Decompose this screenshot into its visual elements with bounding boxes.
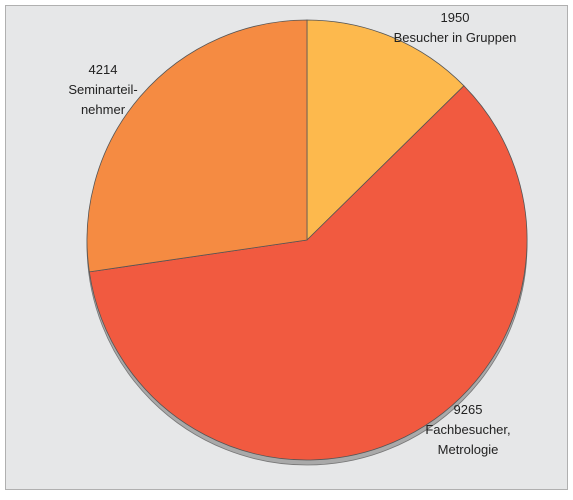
pie-slice (88, 85, 528, 461)
category-label: Seminarteil- (68, 82, 137, 97)
category-label: Besucher in Gruppen (394, 30, 517, 45)
value-label: 1950 (441, 10, 470, 25)
pie-slice (86, 19, 308, 273)
category-label: Fachbesucher, (425, 422, 510, 437)
category-label: nehmer (81, 102, 126, 117)
value-label: 4214 (89, 62, 118, 77)
value-label: 9265 (454, 402, 483, 417)
category-label: Metrologie (438, 442, 499, 457)
pie-slice (306, 19, 465, 241)
